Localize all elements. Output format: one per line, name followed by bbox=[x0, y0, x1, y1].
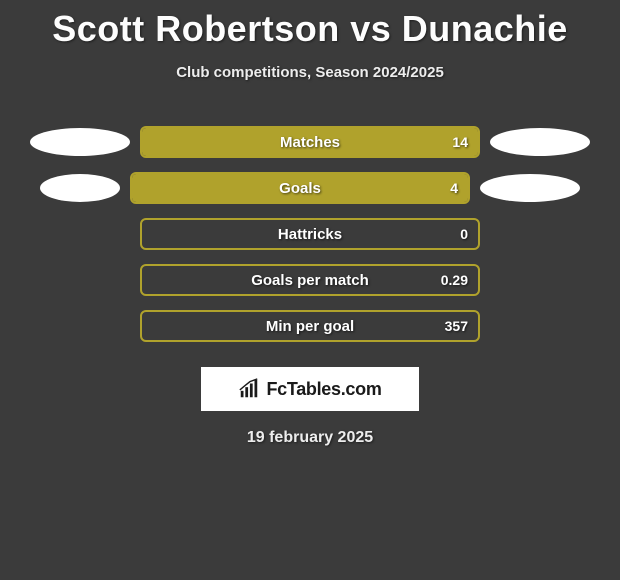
stat-bar-label: Goals bbox=[279, 180, 321, 197]
stat-bar: Matches 14 bbox=[140, 126, 480, 158]
stat-row: Hattricks 0 bbox=[0, 211, 620, 257]
player-left-ellipse bbox=[30, 128, 130, 156]
stat-bar: Goals per match 0.29 bbox=[140, 264, 480, 296]
date-label: 19 february 2025 bbox=[0, 429, 620, 447]
subtitle: Club competitions, Season 2024/2025 bbox=[0, 64, 620, 81]
stat-bar-label: Min per goal bbox=[266, 318, 354, 335]
stat-bar-label: Goals per match bbox=[251, 272, 369, 289]
stat-bar-value: 0.29 bbox=[441, 272, 468, 288]
chart-icon bbox=[238, 378, 260, 400]
stat-bar: Hattricks 0 bbox=[140, 218, 480, 250]
brand-logo[interactable]: FcTables.com bbox=[201, 367, 419, 411]
stat-row: Min per goal 357 bbox=[0, 303, 620, 349]
player-left-ellipse bbox=[40, 174, 120, 202]
stat-bar: Min per goal 357 bbox=[140, 310, 480, 342]
stat-bar-label: Matches bbox=[280, 134, 340, 151]
stat-bar-value: 14 bbox=[452, 134, 468, 150]
player-right-ellipse bbox=[490, 128, 590, 156]
stat-bar: Goals 4 bbox=[130, 172, 470, 204]
stats-container: Matches 14 Goals 4 Hattricks 0 Goals per match… bbox=[0, 119, 620, 349]
stat-row: Goals per match 0.29 bbox=[0, 257, 620, 303]
brand-logo-text: FcTables.com bbox=[266, 379, 381, 400]
page-title: Scott Robertson vs Dunachie bbox=[0, 0, 620, 50]
stat-row: Goals 4 bbox=[0, 165, 620, 211]
stat-row: Matches 14 bbox=[0, 119, 620, 165]
stat-bar-label: Hattricks bbox=[278, 226, 342, 243]
stat-bar-value: 0 bbox=[460, 226, 468, 242]
player-right-ellipse bbox=[480, 174, 580, 202]
stat-bar-value: 357 bbox=[445, 318, 468, 334]
stat-bar-value: 4 bbox=[450, 180, 458, 196]
